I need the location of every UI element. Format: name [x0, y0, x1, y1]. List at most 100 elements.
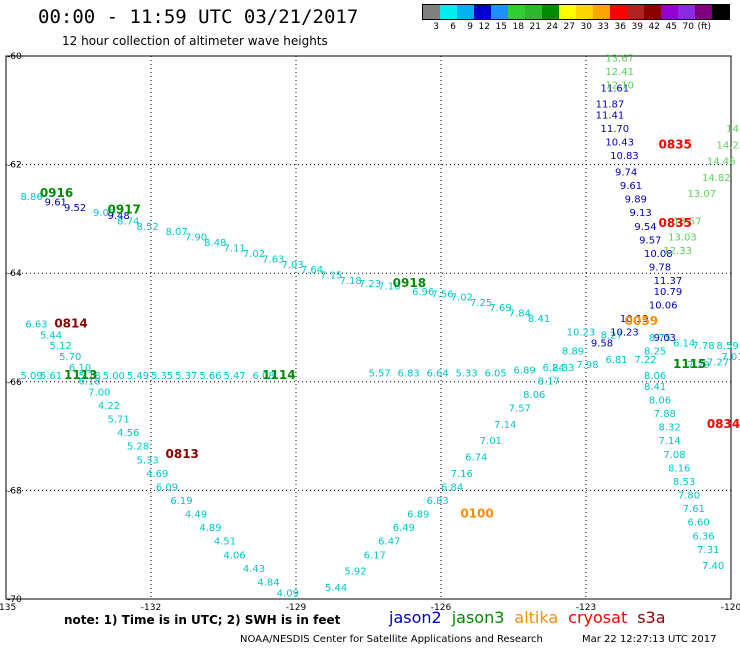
- wave-height-value: 7.14: [494, 420, 516, 431]
- wave-height-value: 5.92: [344, 567, 366, 578]
- wave-height-value: 7.98: [576, 360, 598, 371]
- colorbar-label: (ft): [697, 22, 711, 32]
- wave-height-value: 7.57: [509, 404, 531, 415]
- wave-height-value: 8.06: [649, 396, 671, 407]
- wave-height-value: 6.05: [485, 368, 507, 379]
- wave-height-value: 8.25: [644, 347, 666, 358]
- colorbar-swatch: [678, 5, 695, 19]
- colorbar-swatch: [508, 5, 525, 19]
- colorbar-swatch: [525, 5, 542, 19]
- colorbar-swatch: [610, 5, 627, 19]
- pass-time-label: 0918: [393, 276, 426, 290]
- wave-height-value: 9.58: [591, 339, 613, 350]
- wave-height-value: 8.16: [668, 463, 690, 474]
- wave-height-value: 10.79: [654, 287, 683, 298]
- colorbar-label: 12: [478, 22, 490, 32]
- wave-height-value: 5.57: [369, 368, 391, 379]
- wave-height-value: 6.47: [378, 537, 400, 548]
- satellite-altika: altika: [514, 608, 559, 627]
- wave-height-value: 5.44: [40, 330, 62, 341]
- satellite-jason2: jason2: [389, 608, 442, 627]
- wave-height-value: 4.56: [117, 428, 139, 439]
- colorbar-label: 42: [648, 22, 660, 32]
- colorbar-swatch: [542, 5, 559, 19]
- y-tick-label: -68: [7, 486, 22, 496]
- wave-height-value: 7.40: [702, 561, 724, 572]
- wave-height-value: 8.59: [717, 341, 739, 352]
- wave-height-value: 4.06: [224, 550, 246, 561]
- colorbar-label: 33: [597, 22, 609, 32]
- wave-height-value: 5.28: [127, 442, 149, 453]
- colorbar-labels: 3 6 9 12 15 18 21 24 27 30 33 36 39 42 45 70 (ft): [422, 22, 711, 32]
- x-tick-label: -135: [0, 603, 16, 613]
- wave-height-value: 7.64: [301, 265, 323, 276]
- wave-height-value: 6.18: [79, 377, 101, 388]
- wave-height-value: 8.89: [562, 347, 584, 358]
- x-tick-label: -132: [141, 603, 161, 613]
- wave-height-value: 5.66: [199, 371, 221, 382]
- colorbar-swatch: [457, 5, 474, 19]
- wave-height-value: 7.69: [489, 303, 511, 314]
- chart-subtitle: 12 hour collection of altimeter wave hei…: [62, 34, 328, 48]
- colorbar-label: 18: [512, 22, 524, 32]
- wave-height-value: 7.78: [692, 341, 714, 352]
- colorbar-label: 15: [495, 22, 507, 32]
- wave-height-value: 6.64: [427, 368, 449, 379]
- satellite-legend: jason2 jason3 altika cryosat s3a: [389, 608, 676, 627]
- wave-height-value: 14.82: [702, 173, 731, 184]
- wave-height-value: 8.74: [117, 216, 139, 227]
- colorbar-label: 30: [580, 22, 592, 32]
- wave-height-value: 8.33: [552, 363, 574, 374]
- wave-height-value: 4.22: [98, 401, 120, 412]
- wave-height-value: 13.03: [668, 233, 697, 244]
- wave-height-value: 4.51: [214, 537, 236, 548]
- wave-height-value: 5.37: [175, 371, 197, 382]
- wave-height-value: 11.37: [654, 276, 683, 287]
- satellite-cryosat: cryosat: [568, 608, 628, 627]
- y-tick-label: -66: [7, 378, 22, 388]
- wave-height-value: 5.44: [325, 583, 347, 594]
- colorbar-label: 36: [614, 22, 626, 32]
- wave-height-value: 6.10: [69, 363, 91, 374]
- wave-height-value: 8.53: [673, 477, 695, 488]
- wave-height-value: 7.80: [678, 491, 700, 502]
- pass-time-label: 0100: [460, 507, 493, 521]
- wave-height-value: 11.70: [601, 124, 630, 135]
- pass-time-label: 0917: [108, 202, 141, 216]
- wave-height-value: 7.22: [634, 355, 656, 366]
- wave-height-value: 6.60: [688, 518, 710, 529]
- pass-time-label: 0813: [166, 447, 199, 461]
- wave-height-value: 8.41: [644, 382, 666, 393]
- wave-height-value: 13.67: [605, 53, 634, 64]
- colorbar-label: 70: [682, 22, 694, 32]
- pass-time-label: 0059: [625, 314, 658, 328]
- wave-height-colorbar: [422, 4, 730, 20]
- wave-height-value: 6.81: [605, 355, 627, 366]
- colorbar-swatch: [593, 5, 610, 19]
- colorbar-swatch: [712, 5, 729, 19]
- pass-time-label: 0814: [54, 317, 87, 331]
- wave-height-value: 9.74: [615, 167, 637, 178]
- wave-height-value: 7.31: [697, 545, 719, 556]
- pass-time-label: 1115: [673, 357, 706, 371]
- colorbar-swatch: [661, 5, 678, 19]
- colorbar-label: 39: [631, 22, 643, 32]
- wave-height-value: 7.03: [282, 260, 304, 271]
- wave-height-value: 5.33: [137, 455, 159, 466]
- colorbar-label: 24: [546, 22, 558, 32]
- wave-height-value: 8.27: [601, 330, 623, 341]
- x-tick-label: -126: [431, 603, 452, 613]
- wave-height-value: 9.13: [630, 208, 652, 219]
- plot-frame: [5, 55, 732, 600]
- y-tick-label: -60: [7, 52, 22, 62]
- credit-line: NOAA/NESDIS Center for Satellite Applica…: [240, 634, 543, 645]
- footnote: note: 1) Time is in UTC; 2) SWH is in fe…: [64, 613, 341, 627]
- wave-height-value: 10.23: [610, 328, 639, 339]
- wave-height-value: 8.06: [644, 371, 666, 382]
- wave-height-value: 6.63: [25, 320, 47, 331]
- wave-height-value: 13.57: [673, 216, 702, 227]
- wave-height-value: 7.14: [659, 436, 681, 447]
- wave-height-value: 8.32: [659, 423, 681, 434]
- wave-height-value: 14.23: [717, 140, 740, 151]
